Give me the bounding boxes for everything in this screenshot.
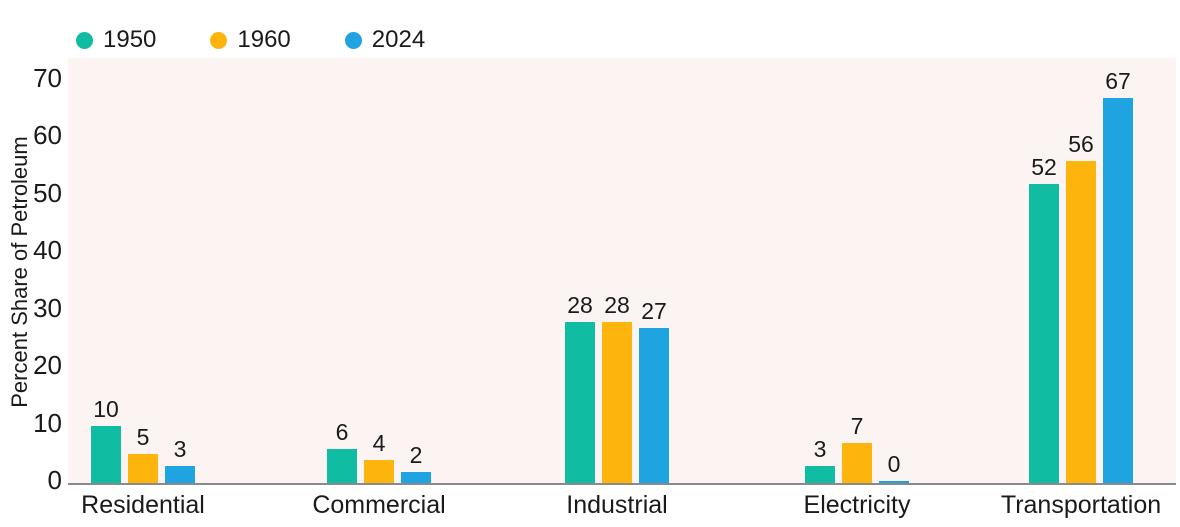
y-tick-label: 70 [33,62,62,93]
bar-value-label: 56 [1068,131,1094,157]
bar-2024-industrial [639,327,669,483]
y-tick-label: 10 [33,407,62,438]
bar-2024-commercial [401,471,431,483]
legend-dot-icon [344,31,362,49]
bar-value-label: 28 [604,292,630,318]
bar-2024-transportation [1103,97,1133,483]
bar-1960-transportation [1066,161,1096,483]
bar-value-label: 67 [1105,67,1131,94]
bar-2024-electricity [879,481,909,483]
bar-1950-commercial [327,448,357,483]
bar-value-label: 27 [641,297,667,324]
bar-value-label: 2 [409,441,423,468]
bar-value-label: 28 [567,292,593,318]
legend-label: 1950 [103,26,157,53]
y-tick-label: 20 [33,350,62,380]
bar-1960-commercial [364,460,394,483]
bar-2024-residential [165,465,195,483]
x-axis-line [68,483,1176,485]
y-tick-label: 60 [33,120,62,150]
legend-dot-icon [76,31,93,49]
bar-1950-electricity [805,465,835,483]
bar-value-label: 52 [1031,154,1057,180]
y-tick-label: 0 [47,465,62,495]
x-category-label-electricity: Electricity [803,491,911,519]
bar-1960-electricity [842,442,872,483]
legend-item-1950: 1950 [76,25,156,55]
x-category-label-residential: Residential [81,491,205,519]
bar-1960-industrial [602,322,632,483]
bar-value-label: 3 [173,435,187,462]
bar-value-label: 3 [813,435,827,462]
bar-value-label: 4 [372,430,386,456]
legend-label: 2024 [371,26,426,53]
legend-dot-icon [210,31,228,49]
bar-value-label: 10 [93,395,119,422]
bar-value-label: 5 [136,424,150,451]
legend-label: 1960 [237,26,291,53]
y-tick-label: 40 [33,235,62,265]
bar-1950-transportation [1029,184,1059,483]
bar-1960-residential [128,454,158,483]
x-category-label-commercial: Commercial [312,491,446,519]
legend: 1950 1960 2024 [76,25,425,55]
y-tick-label: 30 [33,292,62,323]
legend-item-1960: 1960 [210,25,291,55]
x-category-label-industrial: Industrial [566,491,668,519]
bar-value-label: 6 [335,418,349,445]
bar-value-label: 0 [887,451,901,477]
bar-1950-industrial [565,322,595,483]
bar-value-label: 7 [850,412,864,439]
y-tick-label: 50 [33,177,62,208]
legend-item-2024: 2024 [344,25,426,55]
bar-1950-residential [91,425,121,483]
x-category-label-transportation: Transportation [1000,491,1162,519]
